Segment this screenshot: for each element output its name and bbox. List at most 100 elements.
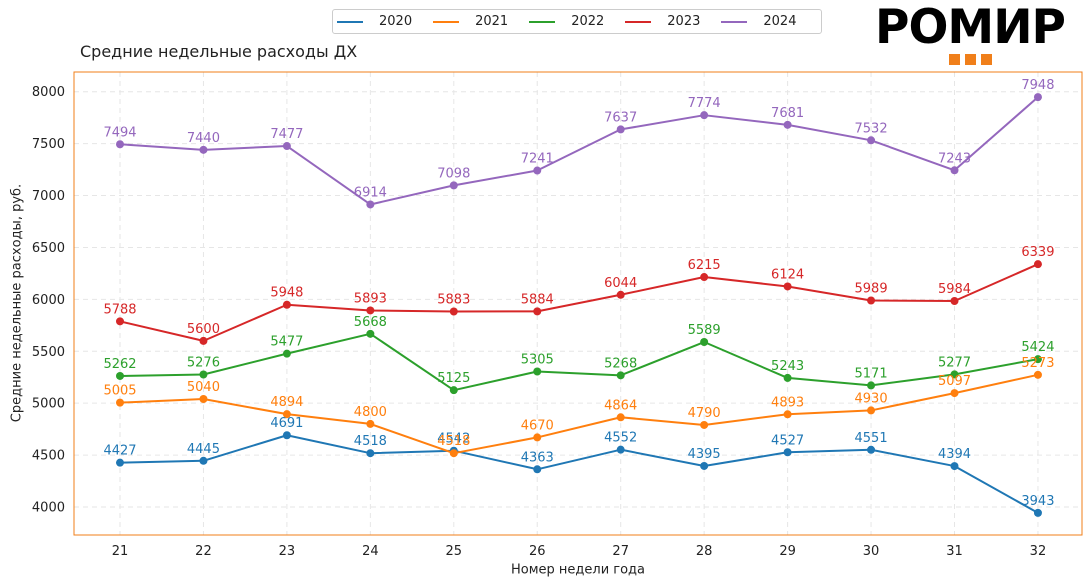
data-label: 5262 bbox=[103, 357, 136, 372]
x-tick-label: 27 bbox=[612, 544, 629, 559]
data-label: 5424 bbox=[1021, 340, 1054, 355]
data-point bbox=[199, 336, 208, 345]
data-point bbox=[199, 145, 208, 154]
data-label: 7637 bbox=[604, 110, 637, 125]
legend-label: 2023 bbox=[667, 14, 701, 29]
data-point bbox=[783, 120, 792, 129]
x-tick-label: 26 bbox=[529, 544, 546, 559]
data-point bbox=[700, 461, 709, 470]
data-point bbox=[950, 462, 959, 471]
data-point bbox=[199, 456, 208, 465]
y-tick-label: 4000 bbox=[32, 500, 65, 515]
series-line-2024 bbox=[119, 96, 1039, 206]
data-label: 5273 bbox=[1021, 356, 1054, 371]
logo-square bbox=[948, 54, 960, 65]
data-point bbox=[366, 200, 375, 209]
series-2023 bbox=[116, 260, 1042, 345]
data-point bbox=[533, 367, 542, 376]
data-point bbox=[533, 433, 542, 442]
series-2022 bbox=[116, 329, 1042, 395]
axis-ticks: 4000 4500 5000 5500 6000 6500 7000 7500 8000 21 22… bbox=[32, 85, 1046, 559]
data-point bbox=[783, 448, 792, 457]
data-point bbox=[449, 386, 458, 395]
series-line-2020 bbox=[119, 434, 1039, 514]
data-point bbox=[282, 431, 291, 440]
data-point bbox=[616, 290, 625, 299]
x-tick-label: 21 bbox=[112, 544, 129, 559]
data-point bbox=[867, 381, 876, 390]
data-label: 4395 bbox=[688, 447, 721, 462]
data-label: 3943 bbox=[1021, 494, 1054, 509]
data-point bbox=[783, 282, 792, 291]
data-point bbox=[533, 166, 542, 175]
series-line-2022 bbox=[119, 332, 1039, 392]
data-label: 4445 bbox=[187, 442, 220, 457]
data-label: 7098 bbox=[437, 166, 470, 181]
data-point bbox=[366, 449, 375, 458]
data-point bbox=[616, 413, 625, 422]
data-point bbox=[616, 371, 625, 380]
data-label: 5788 bbox=[103, 302, 136, 317]
series-line-2021 bbox=[119, 373, 1039, 455]
data-point bbox=[1033, 93, 1042, 102]
data-point bbox=[199, 370, 208, 379]
legend-swatch bbox=[529, 20, 556, 23]
y-tick-label: 7500 bbox=[32, 137, 65, 152]
data-label: 5125 bbox=[437, 371, 470, 386]
data-label: 5884 bbox=[521, 292, 554, 307]
data-label: 4518 bbox=[437, 434, 470, 449]
data-point bbox=[950, 370, 959, 379]
data-label: 4864 bbox=[604, 398, 637, 413]
data-point bbox=[282, 300, 291, 309]
x-tick-label: 28 bbox=[696, 544, 713, 559]
data-label: 5171 bbox=[855, 366, 888, 381]
data-point bbox=[449, 181, 458, 190]
data-label: 4893 bbox=[771, 395, 804, 410]
data-point bbox=[282, 142, 291, 151]
data-label: 5305 bbox=[521, 352, 554, 367]
legend-swatch bbox=[721, 20, 748, 23]
data-label: 4930 bbox=[855, 391, 888, 406]
legend-label: 2020 bbox=[379, 14, 413, 29]
data-point bbox=[116, 458, 124, 467]
data-label: 7948 bbox=[1021, 78, 1054, 93]
data-label: 7681 bbox=[771, 106, 804, 121]
legend-label: 2024 bbox=[763, 14, 797, 29]
data-label: 7532 bbox=[855, 121, 888, 136]
data-label: 4542 bbox=[437, 432, 470, 447]
data-point bbox=[116, 140, 124, 149]
y-tick-label: 6500 bbox=[32, 241, 65, 256]
data-point bbox=[950, 166, 959, 175]
data-point bbox=[533, 307, 542, 316]
x-tick-label: 24 bbox=[362, 544, 379, 559]
data-label: 5989 bbox=[855, 281, 888, 296]
data-point bbox=[116, 398, 124, 407]
data-point bbox=[616, 445, 625, 454]
legend-label: 2021 bbox=[475, 14, 509, 29]
data-label: 4800 bbox=[354, 405, 387, 420]
data-label: 6044 bbox=[604, 276, 637, 291]
logo-square bbox=[964, 54, 976, 65]
data-label: 5600 bbox=[187, 322, 220, 337]
data-point bbox=[1033, 370, 1042, 379]
data-label: 6215 bbox=[688, 258, 721, 273]
legend: 2020 2021 2022 2023 2024 bbox=[332, 9, 822, 34]
data-point bbox=[700, 273, 709, 282]
data-label: 6914 bbox=[354, 185, 387, 200]
data-point bbox=[783, 410, 792, 419]
plot-frame bbox=[73, 71, 1083, 536]
data-point bbox=[199, 395, 208, 404]
data-point bbox=[449, 307, 458, 316]
legend-label: 2022 bbox=[571, 14, 605, 29]
y-tick-label: 4500 bbox=[32, 449, 65, 464]
data-point bbox=[700, 111, 709, 120]
data-label: 4552 bbox=[604, 431, 637, 446]
series-2021 bbox=[116, 370, 1042, 458]
legend-item-2021: 2021 bbox=[433, 14, 508, 29]
x-tick-label: 22 bbox=[195, 544, 212, 559]
data-label: 5005 bbox=[103, 384, 136, 399]
data-point bbox=[533, 465, 542, 474]
data-point bbox=[116, 371, 124, 380]
x-tick-label: 31 bbox=[946, 544, 963, 559]
